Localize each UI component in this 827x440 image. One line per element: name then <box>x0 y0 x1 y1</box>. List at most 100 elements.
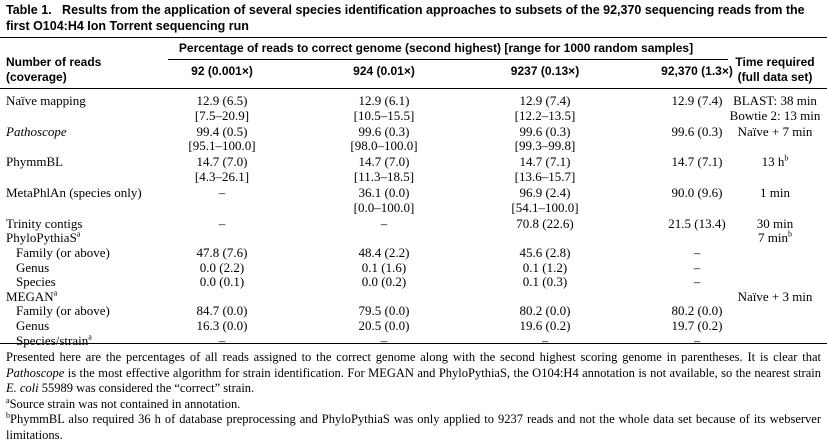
row-label: Naïve mapping <box>6 94 86 108</box>
value-cell: 14.7 (7.1) <box>520 155 571 169</box>
cell-text: 48.4 (2.2) <box>358 245 410 260</box>
cell-text: – <box>380 215 388 231</box>
cell-text: 36.1 (0.0) <box>358 185 410 201</box>
cell-text: Naïve + 7 min <box>737 123 813 139</box>
cell-text: 99.6 (0.3) <box>519 123 571 139</box>
value-cell: 99.6 (0.3) <box>358 123 410 139</box>
note-italic: E. coli <box>6 381 39 395</box>
bottom-rule <box>0 343 827 344</box>
value-cell: [98.0–100.0] <box>350 139 417 153</box>
cell-text: 0.0 (0.2) <box>361 274 407 290</box>
row-label: PhymmBL <box>6 155 63 169</box>
cell-text: – <box>218 185 226 201</box>
value-cell: [54.1–100.0] <box>511 199 579 215</box>
cell-text: 84.7 (0.0) <box>196 303 248 319</box>
cell-text: 80.2 (0.0) <box>671 303 723 319</box>
value-cell: 12.9 (6.5) <box>197 94 248 108</box>
cell-text: 0.0 (0.1) <box>199 274 245 290</box>
value-cell: 0.0 (0.2) <box>362 275 406 289</box>
cell-text: 0.1 (0.3) <box>522 274 568 290</box>
value-cell: 47.8 (7.6) <box>197 246 248 260</box>
value-cell: – <box>380 215 388 231</box>
cell-text: 79.5 (0.0) <box>358 303 410 319</box>
value-cell: 0.0 (0.1) <box>200 275 244 289</box>
cell-text: 12.9 (7.4) <box>519 93 571 108</box>
value-cell: 99.6 (0.3) <box>519 123 571 139</box>
time-cell: Naïve + 3 min <box>738 289 813 304</box>
cell-text: 19.6 (0.2) <box>519 318 571 333</box>
time-header: (full data set) <box>737 70 813 84</box>
row-label-text: Species <box>16 274 56 290</box>
value-cell: – <box>219 333 226 348</box>
row-label: Family (or above) <box>16 246 110 260</box>
value-cell: 12.9 (7.4) <box>672 94 723 108</box>
value-cell: – <box>219 186 226 200</box>
row-label-text: MetaPhlAn (species only) <box>6 185 142 201</box>
cell-text: 1 min <box>760 185 790 201</box>
row-label: MEGANa <box>6 289 57 304</box>
row-label: Genus <box>16 260 49 275</box>
cell-text: [4.3–26.1] <box>194 169 250 184</box>
value-cell: – <box>542 333 549 348</box>
cell-text: 21.5 (13.4) <box>668 215 726 231</box>
note-text: is the most effective algorithm for stra… <box>64 365 821 380</box>
span-rule <box>168 59 728 60</box>
note-text: Source strain was not contained in annot… <box>9 396 241 411</box>
cell-text: [95.1–100.0] <box>188 138 256 154</box>
value-cell: 84.7 (0.0) <box>197 304 248 318</box>
cell-text: 45.6 (2.8) <box>519 245 571 260</box>
top-rule <box>0 37 827 38</box>
cell-text: 0.0 (2.2) <box>199 259 245 275</box>
value-cell: 21.5 (13.4) <box>668 215 726 231</box>
row-label-text: PhyloPythiaS <box>6 230 77 246</box>
row-label: MetaPhlAn (species only) <box>6 186 142 200</box>
value-cell: [99.3–99.8] <box>515 139 576 153</box>
superscript: a <box>76 230 81 240</box>
row-label: Species/straina <box>16 333 92 348</box>
value-cell: 12.9 (6.1) <box>359 94 410 108</box>
cell-text: [54.1–100.0] <box>511 199 579 215</box>
row-label-text: Pathoscope <box>6 123 67 139</box>
cell-text: 99.6 (0.3) <box>358 123 410 139</box>
note-b: bPhymmBL also required 36 h of database … <box>6 411 821 440</box>
cell-text: 13 h <box>761 154 785 170</box>
cell-text: 99.6 (0.3) <box>671 123 723 139</box>
value-cell: – <box>694 275 701 289</box>
value-cell: 0.1 (1.6) <box>362 260 406 275</box>
note-main: Presented here are the percentages of al… <box>6 350 821 397</box>
value-cell: 90.0 (9.6) <box>672 186 723 200</box>
time-cell: BLAST: 38 min <box>733 94 817 108</box>
superscript: b <box>787 230 792 240</box>
value-cell: 0.1 (1.2) <box>522 259 568 275</box>
row-label-text: Trinity contigs <box>6 215 83 231</box>
time-header: Time required <box>735 55 815 69</box>
time-cell: Naïve + 7 min <box>737 123 813 139</box>
value-cell: 0.0 (2.2) <box>199 259 245 275</box>
cell-text: – <box>693 245 701 260</box>
row-label: Species <box>16 275 56 289</box>
value-cell: 45.6 (2.8) <box>520 246 571 260</box>
time-cell: 13 hb <box>762 155 789 169</box>
cell-text: [7.5–20.9] <box>194 107 250 123</box>
cell-text: [98.0–100.0] <box>350 138 418 154</box>
row-label: Genus <box>16 319 49 333</box>
value-cell: 70.8 (22.6) <box>516 216 573 231</box>
row-label: Pathoscope <box>6 123 67 139</box>
column-header: 92 (0.001×) <box>191 64 253 78</box>
value-cell: 99.4 (0.5) <box>197 124 248 139</box>
row-header: (coverage) <box>6 70 67 84</box>
cell-text: – <box>693 332 701 348</box>
value-cell: [95.1–100.0] <box>188 139 255 153</box>
header-rule <box>0 88 827 89</box>
cell-text: 47.8 (7.6) <box>196 245 248 260</box>
value-cell: 20.5 (0.0) <box>359 319 410 333</box>
cell-text: 12.9 (7.4) <box>671 93 723 108</box>
value-cell: [10.5–15.5] <box>354 108 415 123</box>
cell-text: [99.3–99.8] <box>514 138 576 154</box>
cell-text: 0.1 (1.2) <box>522 259 568 275</box>
value-cell: [11.3–18.5] <box>354 170 414 184</box>
value-cell: 80.2 (0.0) <box>672 304 723 318</box>
column-header: 924 (0.01×) <box>353 64 415 78</box>
cell-text: 80.2 (0.0) <box>519 303 571 319</box>
cell-text: 12.9 (6.1) <box>358 93 410 108</box>
